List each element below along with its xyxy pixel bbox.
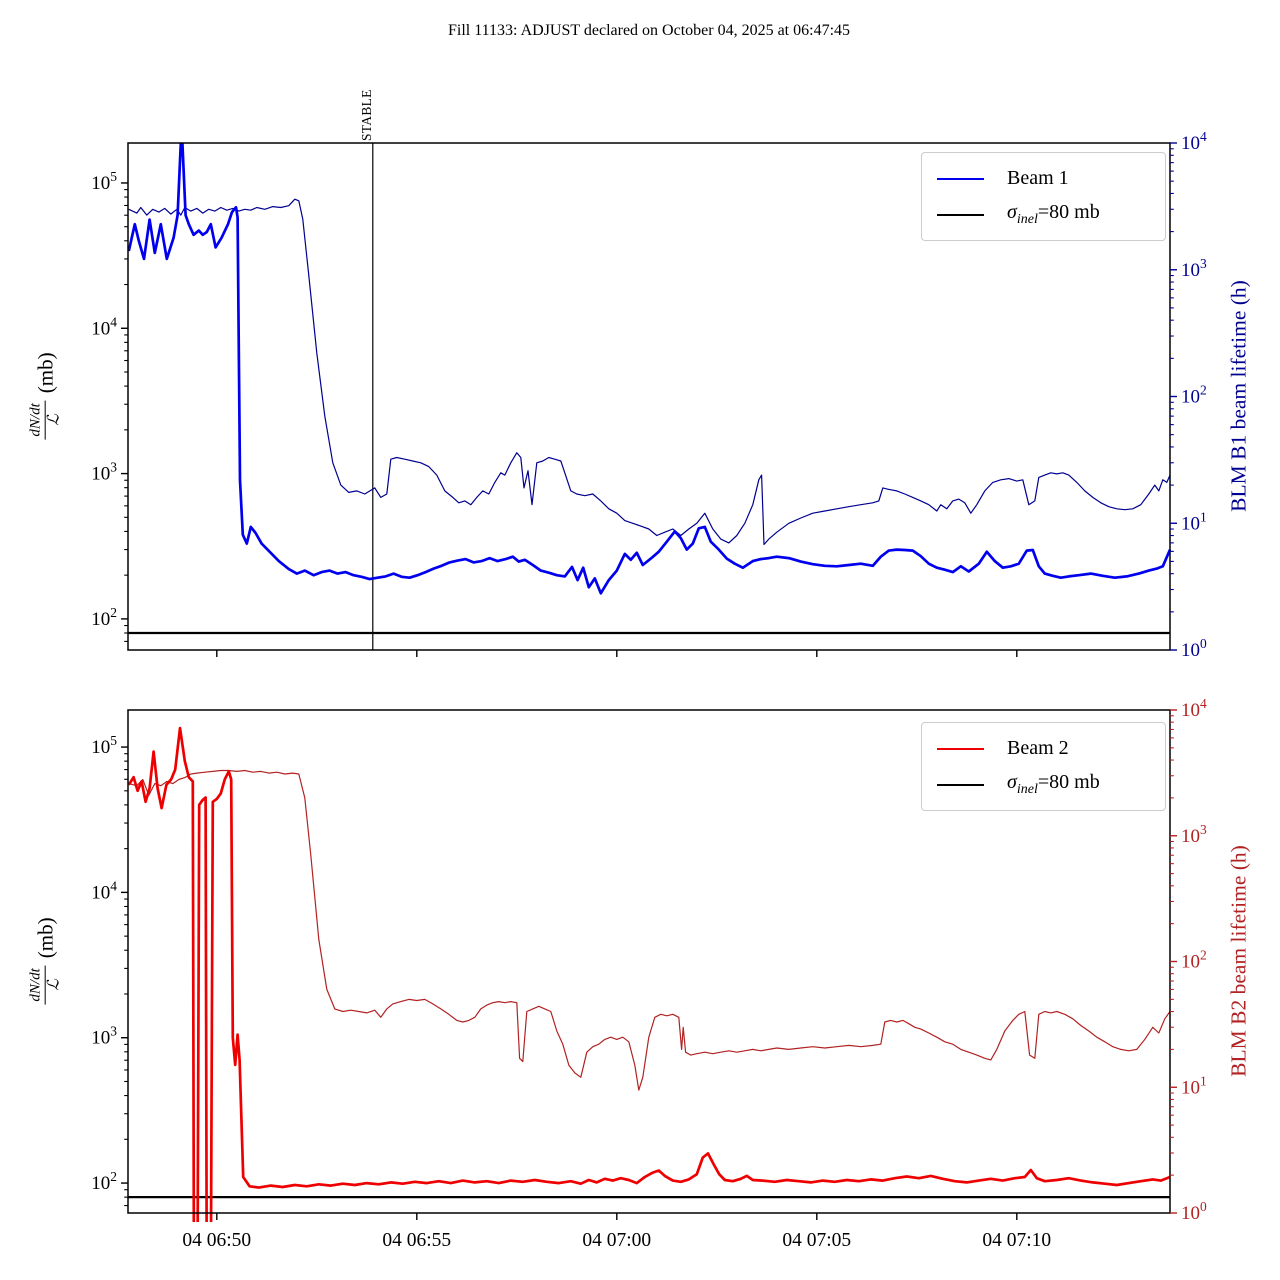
y-tick-label: 104 (91, 878, 117, 903)
legend-label-beam1: Beam 1 (1007, 167, 1069, 189)
fraction-label: dN/dt ℒ (27, 400, 65, 440)
x-tick-label: 04 07:05 (782, 1230, 851, 1251)
y-tick-label: 103 (1181, 256, 1207, 281)
y-tick-label: 102 (1181, 383, 1207, 408)
y-tick-label: 102 (91, 605, 117, 630)
stable-marker-label: STABLE (359, 89, 374, 141)
y-tick-label: 102 (1181, 948, 1207, 973)
x-tick-label: 04 06:55 (382, 1230, 451, 1251)
legend-label-sigma2: σinel=80 mb (1007, 771, 1100, 797)
legend-beam1: Beam 1 σinel=80 mb (921, 152, 1166, 241)
legend-item-sigma1: σinel=80 mb (922, 197, 1165, 233)
legend-item-beam1: Beam 1 (922, 161, 1165, 197)
y-tick-label: 104 (91, 314, 117, 339)
x-tick-label: 04 06:50 (182, 1230, 251, 1251)
legend-line-sample-sigma2 (937, 783, 984, 786)
y-tick-label: 100 (1181, 636, 1207, 661)
y-tick-label: 101 (1181, 1073, 1207, 1098)
y-axis-label-left-bottom: dN/dt ℒ (mb) (27, 917, 65, 1005)
y-tick-label: 104 (1181, 129, 1207, 154)
legend-line-sample-beam1 (937, 177, 984, 180)
fraction-label: dN/dt ℒ (27, 965, 65, 1005)
y-tick-label: 101 (1181, 509, 1207, 534)
x-tick-label: 04 07:00 (582, 1230, 651, 1251)
y-tick-label: 100 (1181, 1199, 1207, 1224)
y-tick-label: 104 (1181, 696, 1207, 721)
legend-label-sigma1: σinel=80 mb (1007, 201, 1100, 227)
panel-beam2: 102 103 104 105 100 101 102 103 104 04 06:50 04 06… (91, 696, 1207, 1251)
legend-label-beam2: Beam 2 (1007, 737, 1069, 759)
series-line-beam2-left (127, 726, 1171, 1222)
y-axis-label-right-top: BLM B1 beam lifetime (h) (1226, 280, 1251, 512)
x-tick-label: 04 07:10 (982, 1230, 1051, 1251)
legend-line-sample-sigma1 (937, 213, 984, 216)
panel-beam1: 102 103 104 105 100 101 102 103 104 (91, 129, 1207, 661)
legend-item-sigma2: σinel=80 mb (922, 767, 1165, 803)
legend-beam2: Beam 2 σinel=80 mb (921, 722, 1166, 811)
y-tick-label: 103 (1181, 822, 1207, 847)
y-tick-label: 105 (91, 733, 117, 758)
chart-title: Fill 11133: ADJUST declared on October 0… (447, 22, 851, 39)
legend-item-beam2: Beam 2 (922, 731, 1165, 767)
y-tick-label: 105 (91, 169, 117, 194)
y-tick-label: 103 (91, 1024, 117, 1049)
y-axis-label-left-top: dN/dt ℒ (mb) (27, 352, 65, 440)
legend-line-sample-beam2 (937, 747, 984, 750)
series-line-beam1-right (128, 198, 1171, 546)
y-tick-label: 102 (91, 1169, 117, 1194)
y-axis-label-right-bottom: BLM B2 beam lifetime (h) (1226, 845, 1251, 1077)
y-tick-label: 103 (91, 460, 117, 485)
series-line-beam1-left (127, 143, 1171, 595)
series-line-beam2-right (128, 769, 1171, 1091)
